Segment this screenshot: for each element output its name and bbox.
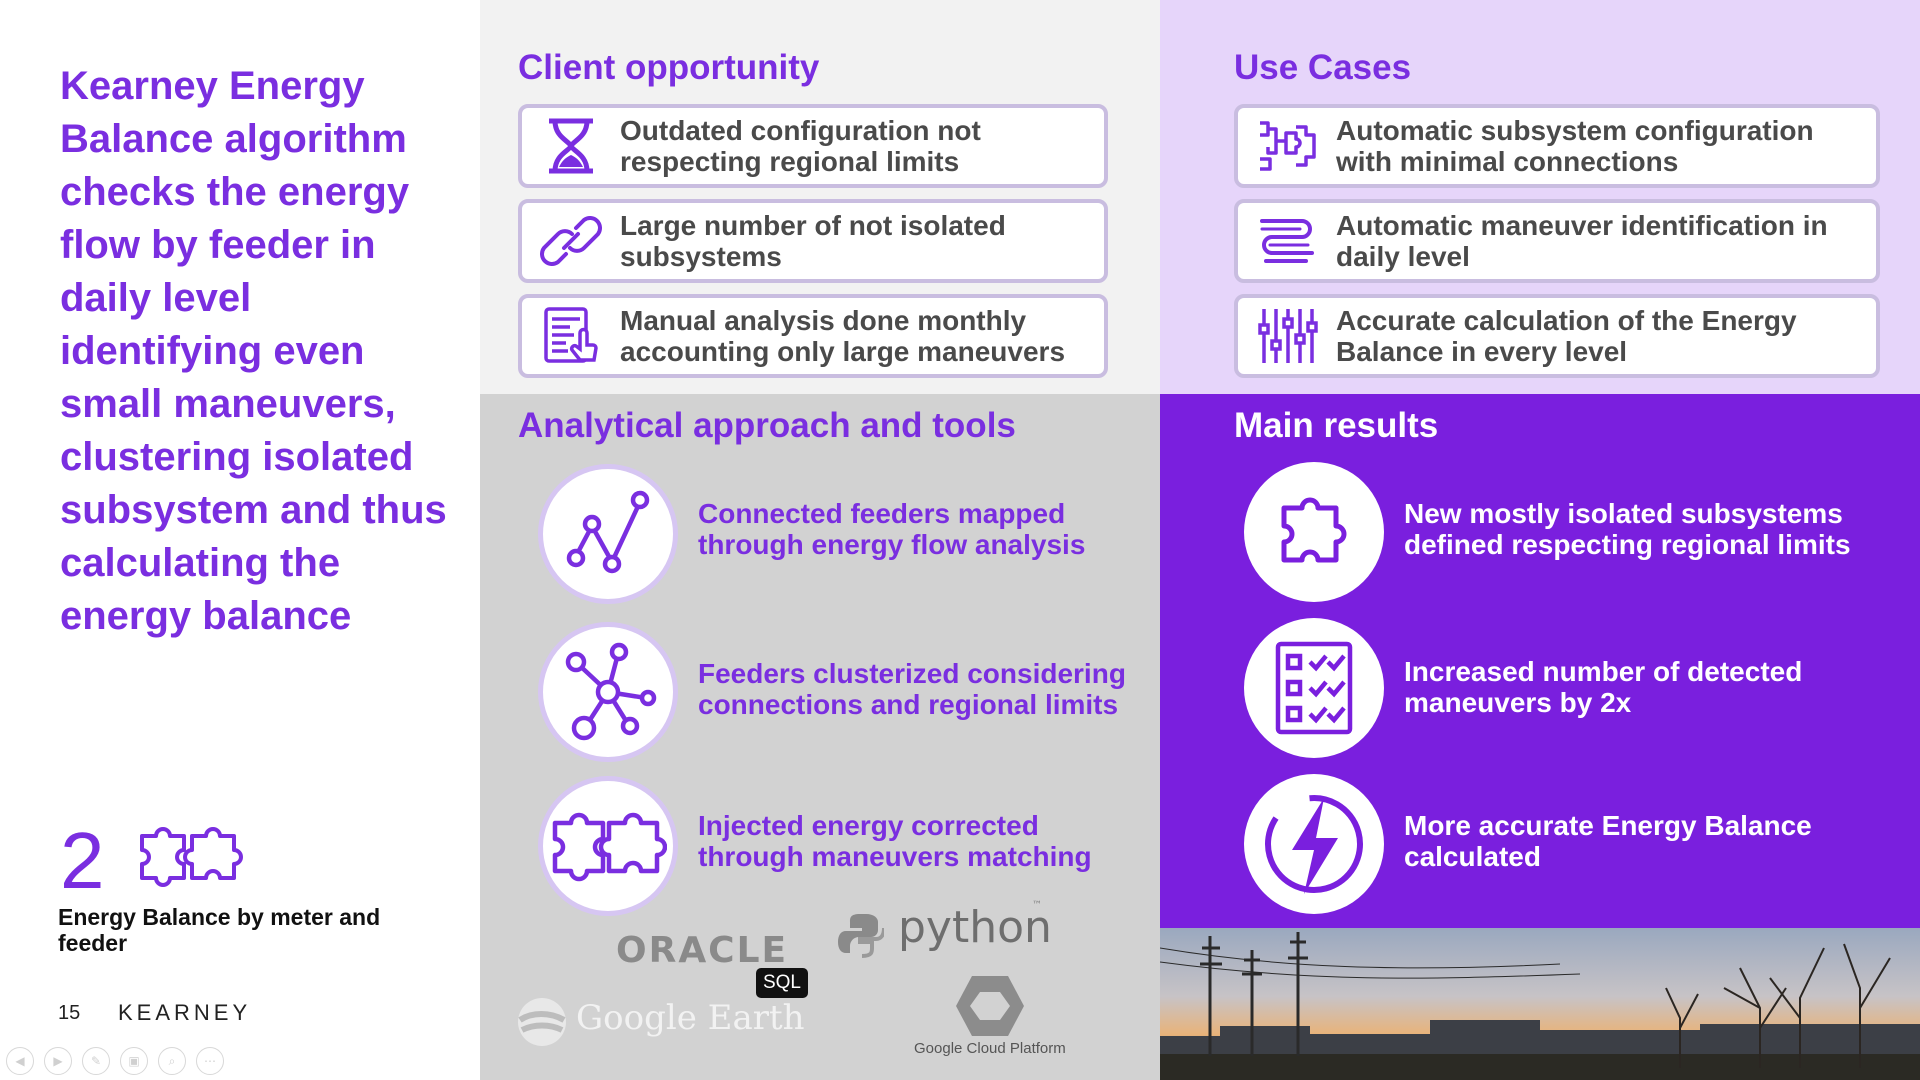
checklist-icon (1275, 641, 1353, 735)
google-cloud-logo-icon (956, 976, 1024, 1036)
opportunity-item: Large number of not isolated subsystems (518, 199, 1108, 283)
brand-logo-text: KEARNEY (118, 1000, 252, 1025)
headline: Kearney Energy Balance algorithm checks … (60, 64, 447, 638)
use-case-text: Automatic subsystem configuration with m… (1336, 115, 1814, 177)
opportunity-text: Outdated configuration not respecting re… (620, 115, 981, 177)
use-cases-panel: Use Cases Automatic subsystem configurat… (1160, 0, 1920, 394)
oracle-logo: ORACLE (616, 930, 789, 971)
puzzle-pieces-icon (552, 812, 667, 882)
approach-circle (538, 464, 678, 604)
approach-circle (538, 622, 678, 762)
google-earth-logo: Google Earth (576, 998, 805, 1038)
python-logo-icon (838, 914, 884, 958)
lightning-icon (1265, 795, 1363, 894)
use-cases-title: Use Cases (1234, 48, 1412, 87)
result-text: New mostly isolated subsystems defined r… (1404, 498, 1851, 560)
use-case-item: Automatic subsystem configuration with m… (1234, 104, 1880, 188)
forward-icon[interactable]: ▶ (44, 1047, 72, 1075)
more-icon[interactable]: ⋯ (196, 1047, 224, 1075)
power-lines-photo (1160, 928, 1920, 1080)
opportunity-text: Manual analysis done monthly accounting … (620, 305, 1066, 367)
approach-circle (538, 776, 678, 916)
client-opportunity-panel: Client opportunity Outdated configuratio… (480, 0, 1160, 394)
zoom-icon[interactable]: ⌕ (158, 1047, 186, 1075)
result-circle (1244, 618, 1384, 758)
use-case-text: Automatic maneuver identification in dai… (1336, 210, 1828, 272)
analytical-approach-title: Analytical approach and tools (518, 406, 1016, 445)
google-cloud-logo: Google Cloud Platform (914, 1040, 1066, 1057)
google-earth-logo-icon (518, 998, 566, 1046)
analytical-approach-panel: Analytical approach and tools Connected … (480, 394, 1160, 1080)
approach-text: Connected feeders mapped through energy … (698, 498, 1086, 560)
page-number: 15 (58, 1002, 81, 1024)
pen-icon[interactable]: ✎ (82, 1047, 110, 1075)
sql-badge: SQL (756, 968, 808, 998)
main-results-title: Main results (1234, 406, 1439, 445)
python-logo: python (898, 902, 1052, 953)
result-text: Increased number of detected maneuvers b… (1404, 656, 1803, 718)
use-case-item: Automatic maneuver identification in dai… (1234, 199, 1880, 283)
route-path-icon (1252, 206, 1322, 276)
puzzle-pieces-icon (140, 827, 243, 887)
chain-link-icon (536, 206, 606, 276)
opportunity-item: Outdated configuration not respecting re… (518, 104, 1108, 188)
result-circle (1244, 774, 1384, 914)
puzzle-piece-icon (1281, 497, 1347, 563)
line-graph-icon (566, 490, 650, 574)
hourglass-icon (536, 111, 606, 181)
use-case-item: Accurate calculation of the Energy Balan… (1234, 294, 1880, 378)
opportunity-item: Manual analysis done monthly accounting … (518, 294, 1108, 378)
use-case-text: Accurate calculation of the Energy Balan… (1336, 305, 1797, 367)
sliders-icon (1252, 301, 1322, 371)
deliverable-number: 2 (60, 816, 105, 905)
approach-text: Feeders clusterized considering connecti… (698, 658, 1126, 720)
approach-text: Injected energy corrected through maneuv… (698, 810, 1092, 872)
main-results-panel: Main results New mostly isolated subsyst… (1160, 394, 1920, 928)
report-hand-icon (536, 301, 606, 371)
opportunity-text: Large number of not isolated subsystems (620, 210, 1006, 272)
python-trademark: ™ (1032, 900, 1042, 911)
slideshow-controls: ◀ ▶ ✎ ▣ ⌕ ⋯ (6, 1047, 224, 1075)
result-circle (1244, 462, 1384, 602)
deliverable-label: Energy Balance by meter and feeder (58, 904, 381, 956)
network-cluster-icon (565, 642, 657, 741)
back-icon[interactable]: ◀ (6, 1047, 34, 1075)
result-text: More accurate Energy Balance calculated (1404, 810, 1812, 872)
circuit-config-icon (1252, 111, 1322, 181)
slides-icon[interactable]: ▣ (120, 1047, 148, 1075)
client-opportunity-title: Client opportunity (518, 48, 820, 87)
left-summary-column: Kearney Energy Balance algorithm checks … (0, 0, 480, 1080)
